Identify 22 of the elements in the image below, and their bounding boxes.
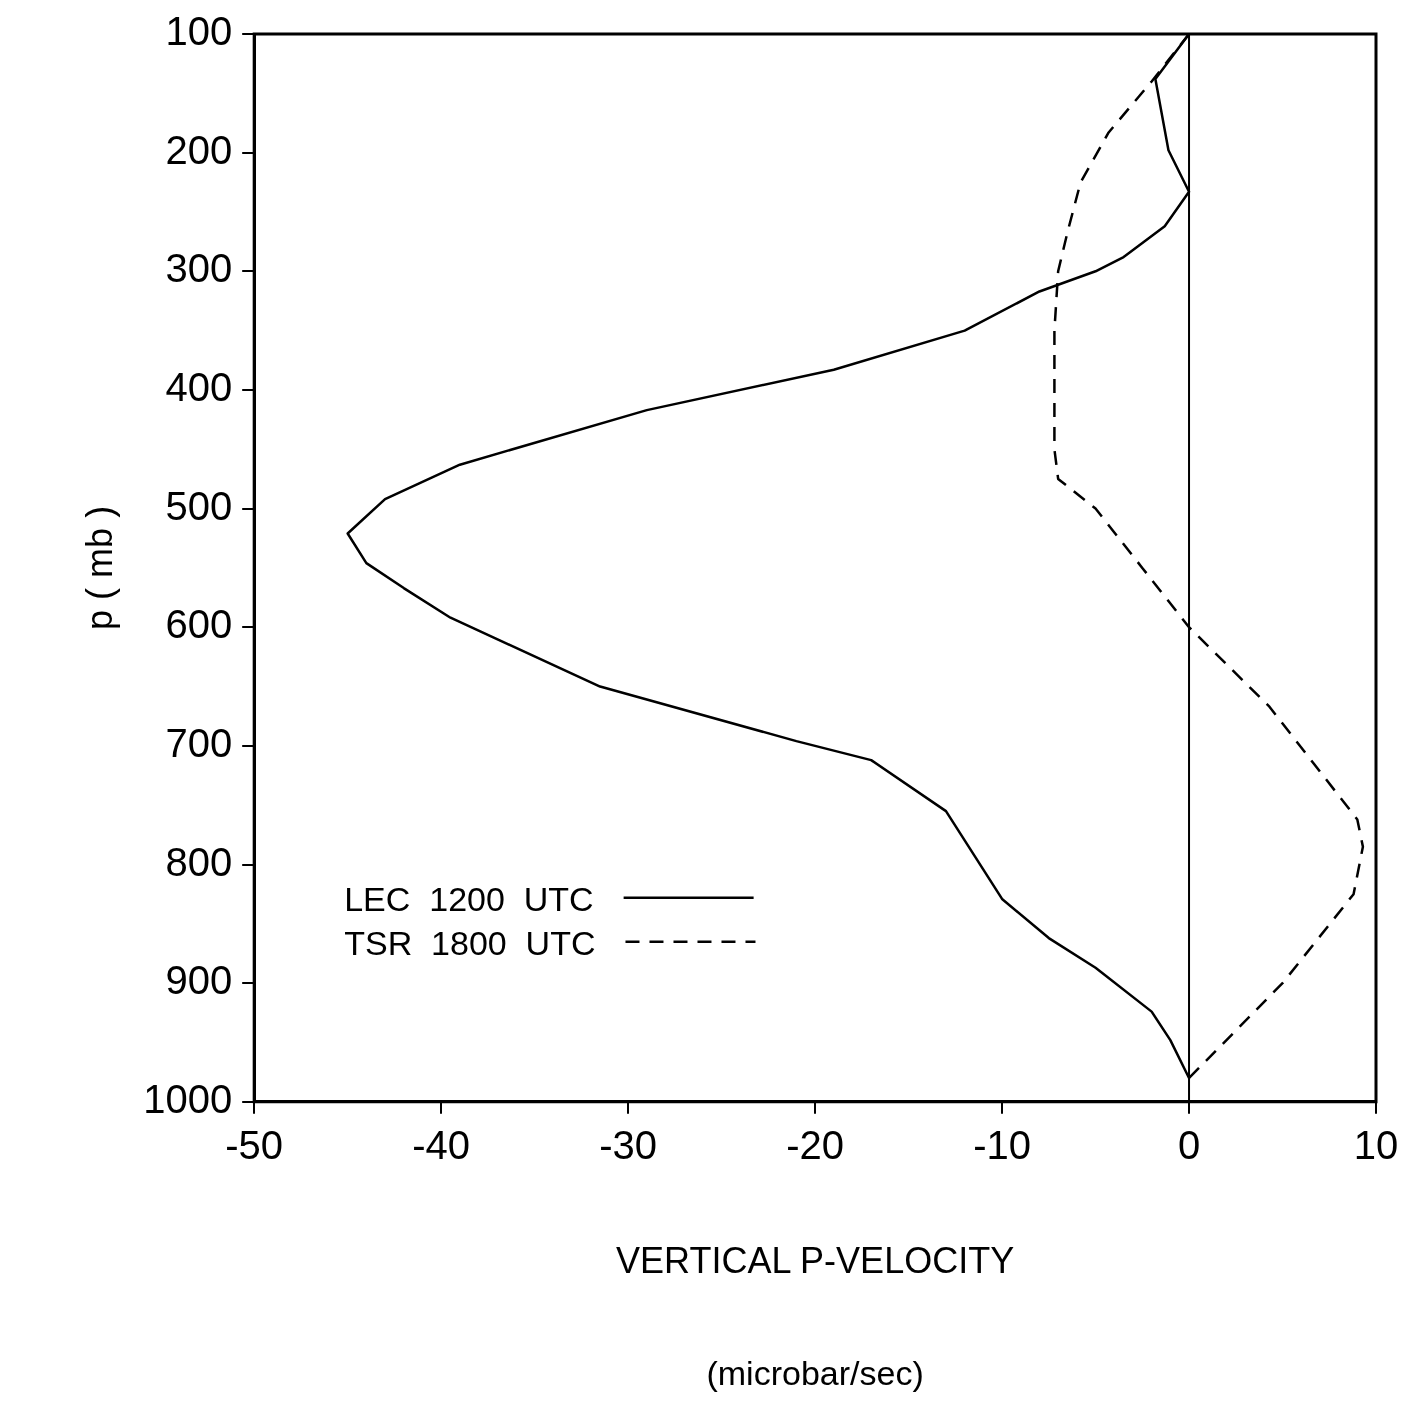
legend-label: TSR 1800 UTC bbox=[344, 924, 596, 963]
y-tick-label: 200 bbox=[165, 127, 233, 172]
legend-label: LEC 1200 UTC bbox=[344, 880, 594, 919]
x-tick-label: -50 bbox=[225, 1122, 284, 1167]
y-tick-label: 100 bbox=[165, 9, 233, 54]
y-tick-label: 600 bbox=[165, 602, 233, 647]
x-axis-title: VERTICAL P-VELOCITY bbox=[616, 1240, 1015, 1282]
y-tick-label: 800 bbox=[165, 839, 233, 884]
y-tick-label: 400 bbox=[165, 364, 233, 409]
x-tick-label: -10 bbox=[973, 1122, 1031, 1167]
y-tick-label: 500 bbox=[165, 483, 233, 528]
y-axis-title: p ( mb ) bbox=[78, 505, 120, 630]
x-tick-label: -20 bbox=[786, 1122, 844, 1167]
y-tick-label: 700 bbox=[165, 720, 233, 765]
y-tick-label: 900 bbox=[165, 958, 233, 1003]
y-tick-label: 300 bbox=[165, 246, 233, 291]
x-tick-label: -30 bbox=[599, 1122, 658, 1167]
x-tick-label: 0 bbox=[1177, 1122, 1201, 1167]
x-tick-label: 10 bbox=[1353, 1122, 1399, 1167]
y-tick-label: 1000 bbox=[143, 1076, 233, 1121]
text: (microbar/sec) bbox=[706, 1354, 924, 1392]
x-tick-label: -40 bbox=[412, 1122, 471, 1167]
